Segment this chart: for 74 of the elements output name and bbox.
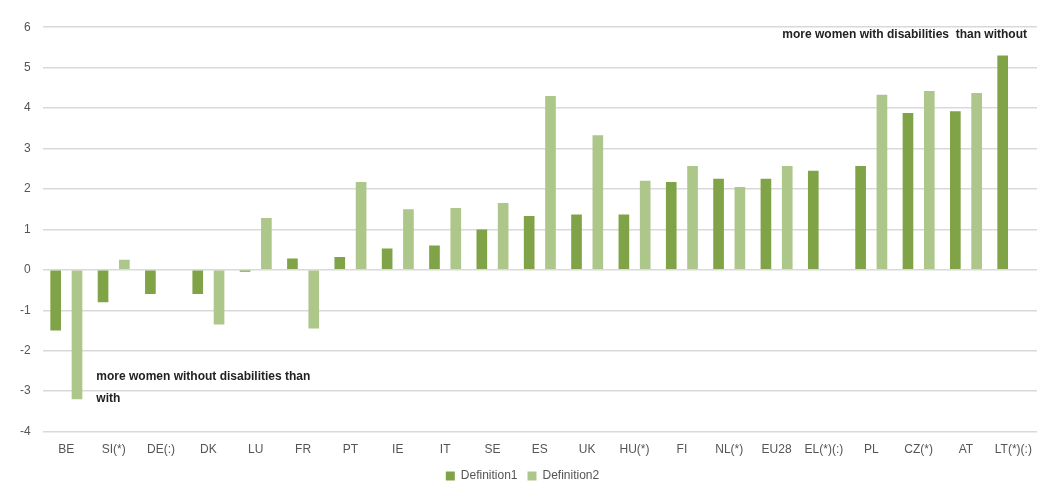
bar bbox=[902, 112, 914, 270]
bar bbox=[71, 270, 83, 400]
x-tick-label: LU bbox=[248, 442, 264, 457]
annotation: more women with disabilities than without bbox=[782, 26, 1027, 41]
bar bbox=[807, 170, 819, 270]
x-tick-label: PT bbox=[342, 442, 359, 457]
legend-label: Definition1 bbox=[460, 468, 518, 483]
bar bbox=[760, 178, 772, 270]
y-tick-label: 6 bbox=[23, 19, 31, 34]
y-tick-label: 4 bbox=[23, 100, 31, 115]
bar bbox=[403, 209, 414, 270]
y-tick-label: -4 bbox=[20, 423, 31, 438]
x-tick-label: SI(*) bbox=[101, 442, 126, 457]
annotation: more women without disabilities than with bbox=[95, 369, 311, 406]
y-tick-label: -3 bbox=[20, 383, 31, 398]
bar bbox=[429, 245, 440, 270]
bar bbox=[713, 178, 724, 270]
bar bbox=[781, 165, 793, 270]
bar bbox=[308, 270, 320, 329]
bar bbox=[119, 259, 130, 270]
x-tick-label: NL(*) bbox=[715, 442, 744, 457]
bar bbox=[523, 216, 535, 270]
bar bbox=[923, 91, 935, 270]
y-tick-label: 5 bbox=[23, 59, 31, 74]
x-tick-label: UK bbox=[578, 442, 596, 457]
bar bbox=[355, 182, 367, 270]
x-tick-label: SE bbox=[484, 442, 501, 457]
x-tick-label: HU(*) bbox=[619, 442, 650, 457]
bar bbox=[592, 135, 604, 270]
x-tick-label: AT bbox=[958, 442, 974, 457]
bar bbox=[50, 270, 62, 331]
x-tick-label: LT(*)(:) bbox=[994, 442, 1032, 457]
x-tick-label: CZ(*) bbox=[904, 442, 933, 457]
y-tick-label: 2 bbox=[23, 181, 31, 196]
bar bbox=[571, 214, 582, 270]
bar bbox=[213, 270, 225, 325]
bar bbox=[997, 55, 1008, 270]
bar bbox=[145, 270, 156, 295]
bar bbox=[950, 111, 961, 270]
x-tick-label: PL bbox=[863, 442, 879, 457]
bar bbox=[334, 256, 346, 270]
bar bbox=[734, 186, 746, 270]
x-tick-label: BE bbox=[58, 442, 75, 457]
bar bbox=[261, 218, 272, 270]
x-tick-label: DE(:) bbox=[147, 442, 176, 457]
bar bbox=[855, 165, 866, 270]
x-tick-label: IT bbox=[439, 442, 452, 457]
bar bbox=[476, 229, 488, 270]
legend-label: Definition2 bbox=[542, 468, 600, 483]
x-tick-label: EL(*)(:) bbox=[804, 442, 844, 457]
bar bbox=[971, 93, 982, 270]
x-tick-label: FI bbox=[676, 442, 688, 457]
x-tick-label: FR bbox=[295, 442, 312, 457]
y-tick-label: 1 bbox=[23, 221, 31, 236]
x-tick-label: ES bbox=[531, 442, 548, 457]
x-tick-label: IE bbox=[392, 442, 404, 457]
bar bbox=[545, 95, 556, 270]
y-tick-label: -1 bbox=[20, 302, 31, 317]
bar bbox=[97, 270, 109, 303]
bar bbox=[497, 203, 509, 270]
bar bbox=[192, 270, 204, 295]
bar bbox=[450, 207, 462, 270]
bar bbox=[687, 165, 698, 270]
x-tick-label: DK bbox=[200, 442, 217, 457]
x-tick-label: EU28 bbox=[761, 442, 792, 457]
bar bbox=[665, 182, 677, 270]
bar bbox=[876, 94, 888, 270]
bar bbox=[639, 180, 651, 270]
bar bbox=[381, 248, 393, 270]
bar bbox=[618, 214, 630, 270]
bar bbox=[287, 258, 298, 270]
y-tick-label: -2 bbox=[20, 343, 31, 358]
y-tick-label: 0 bbox=[23, 262, 31, 277]
y-tick-label: 3 bbox=[23, 140, 31, 155]
